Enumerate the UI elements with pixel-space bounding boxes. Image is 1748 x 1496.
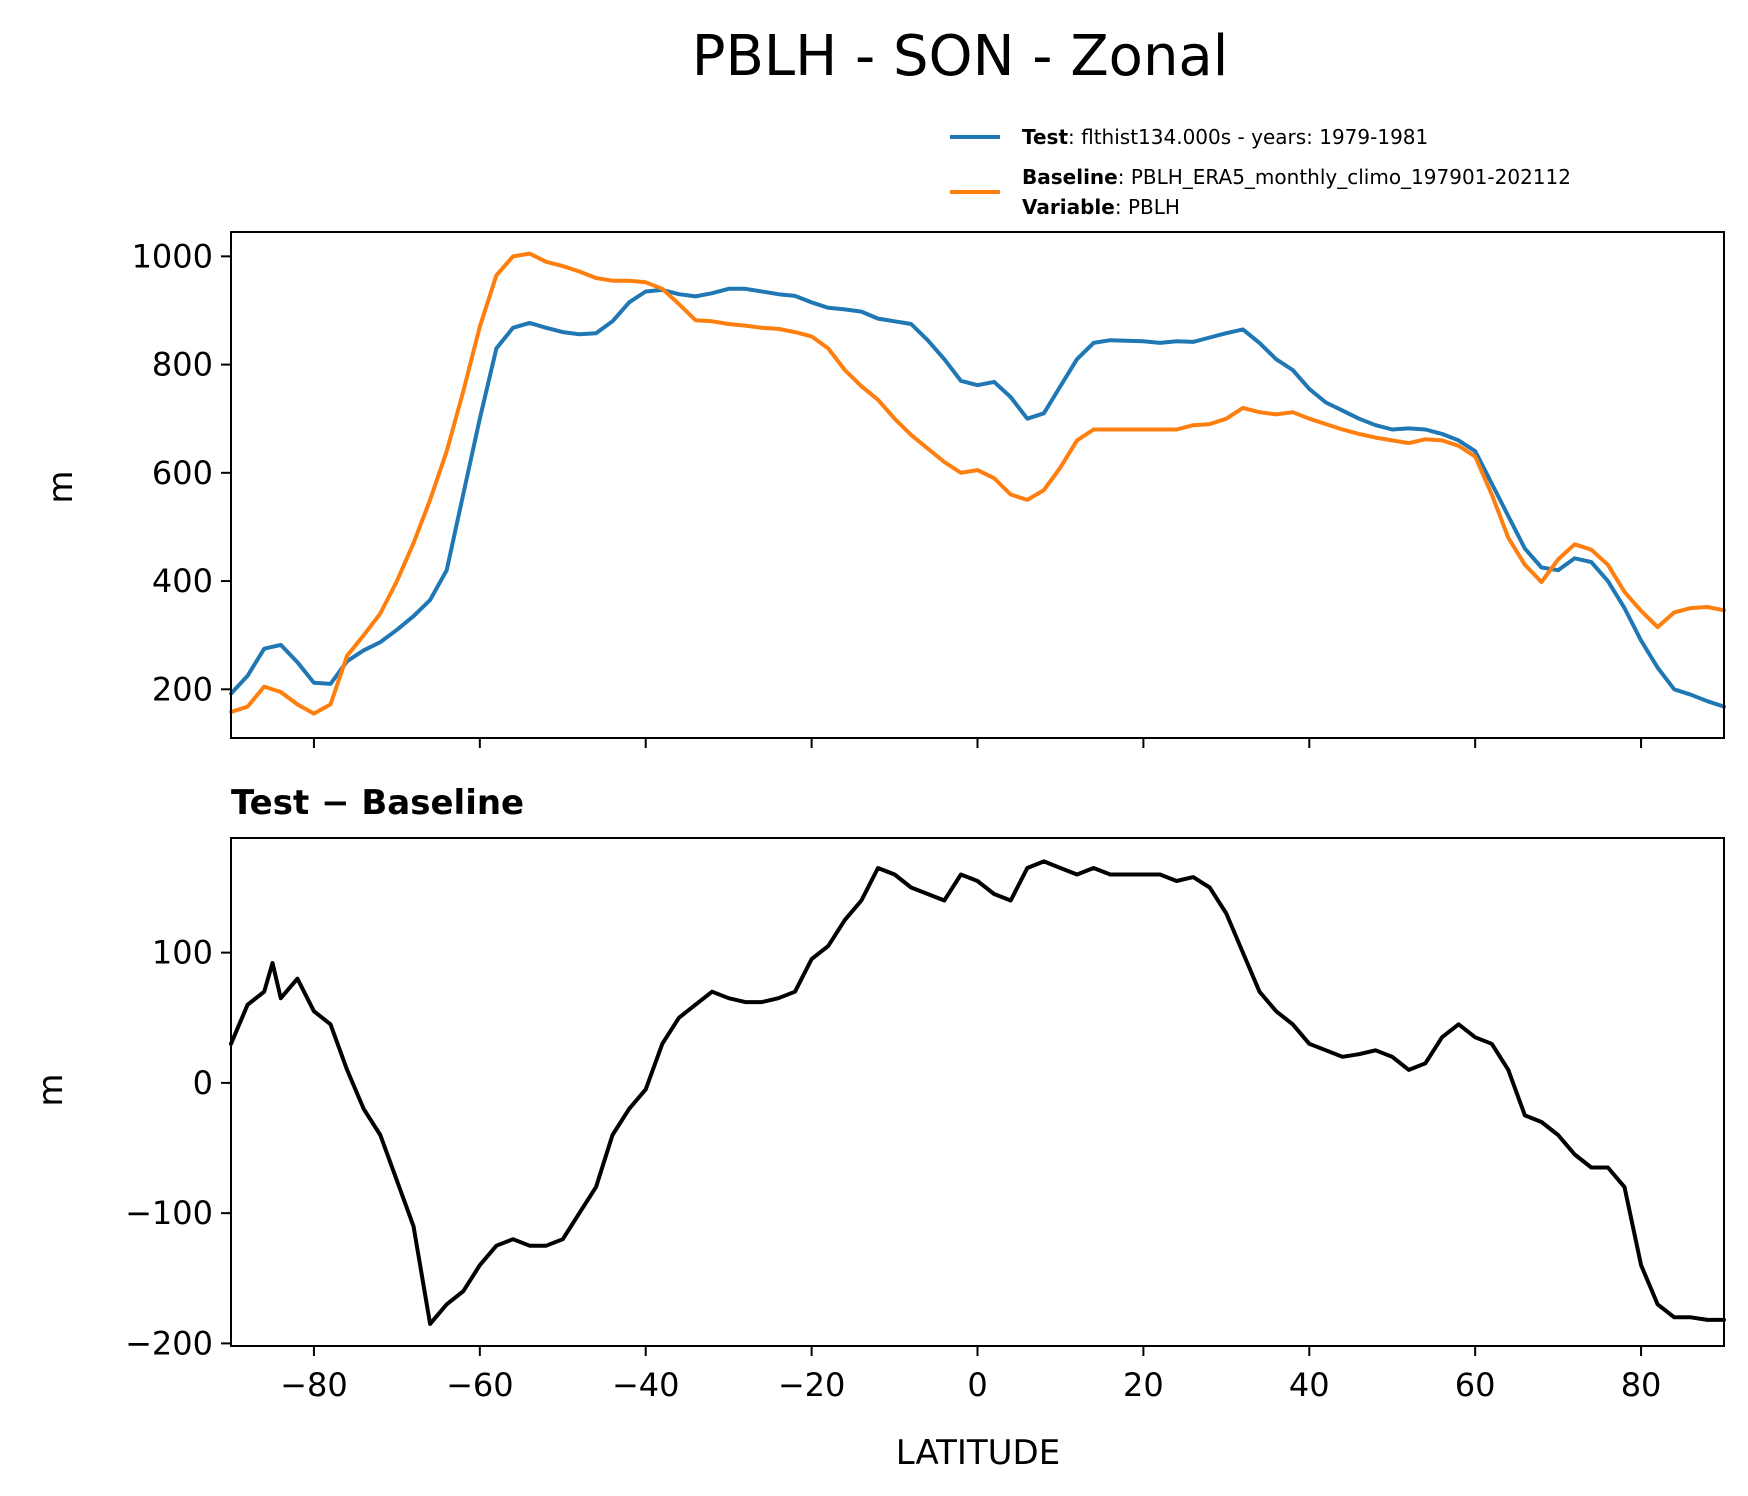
x-tick-label: −60 [446,1366,514,1404]
top-tick-group: 200 400 600 800 1000 [132,237,1643,748]
x-tick-label: 40 [1289,1366,1330,1404]
figure-title: PBLH - SON - Zonal [692,24,1229,89]
bottom-y-tick-label: 0 [193,1064,213,1102]
x-tick-label: −20 [778,1366,846,1404]
top-y-tick-label: 200 [152,670,213,708]
legend-test-entry: Test: flthist134.000s - years: 1979-1981 [1022,125,1428,149]
x-tick-label: 0 [967,1366,987,1404]
bottom-series-line-1 [229,859,1726,1326]
x-tick-label: 20 [1123,1366,1164,1404]
legend-variable-value: : PBLH [1115,195,1180,219]
legend-test-key: Test [1022,125,1068,149]
bottom-y-tick-label: −200 [125,1324,213,1362]
bottom-y-tick-label: −100 [125,1194,213,1232]
legend-variable-entry: Variable: PBLH [1022,195,1180,219]
top-series-group [229,251,1726,716]
top-series-line-2 [229,251,1726,716]
top-y-tick-label: 800 [152,346,213,384]
top-panel: 200 400 600 800 1000 m [41,231,1726,748]
top-y-tick-label: 1000 [132,237,213,275]
top-y-tick-label: 600 [152,454,213,492]
top-series-line-1 [229,286,1726,709]
legend-baseline-entry: Baseline: PBLH_ERA5_monthly_climo_197901… [1022,165,1571,189]
legend-test-value: : flthist134.000s - years: 1979-1981 [1068,125,1428,149]
legend-baseline-key: Baseline [1022,165,1118,189]
x-tick-label: 60 [1455,1366,1496,1404]
bottom-panel-title: Test − Baseline [231,783,524,823]
bottom-panel: Test − Baseline −80 −60 −40 −20 0 20 40 60 80−20… [31,783,1726,1473]
x-tick-label: −40 [612,1366,680,1404]
legend-variable-key: Variable [1022,195,1115,219]
bottom-y-tick-label: 100 [152,934,213,972]
legend-baseline-value: : PBLH_ERA5_monthly_climo_197901-202112 [1118,165,1571,189]
bottom-y-axis-label: m [31,1073,71,1106]
top-y-axis-label: m [41,470,81,503]
x-tick-label: 80 [1621,1366,1662,1404]
x-axis-label: LATITUDE [896,1433,1060,1473]
x-tick-label: −80 [280,1366,348,1404]
top-y-tick-label: 400 [152,562,213,600]
legend: Test: flthist134.000s - years: 1979-1981… [950,125,1571,219]
bottom-series-group [229,859,1726,1326]
